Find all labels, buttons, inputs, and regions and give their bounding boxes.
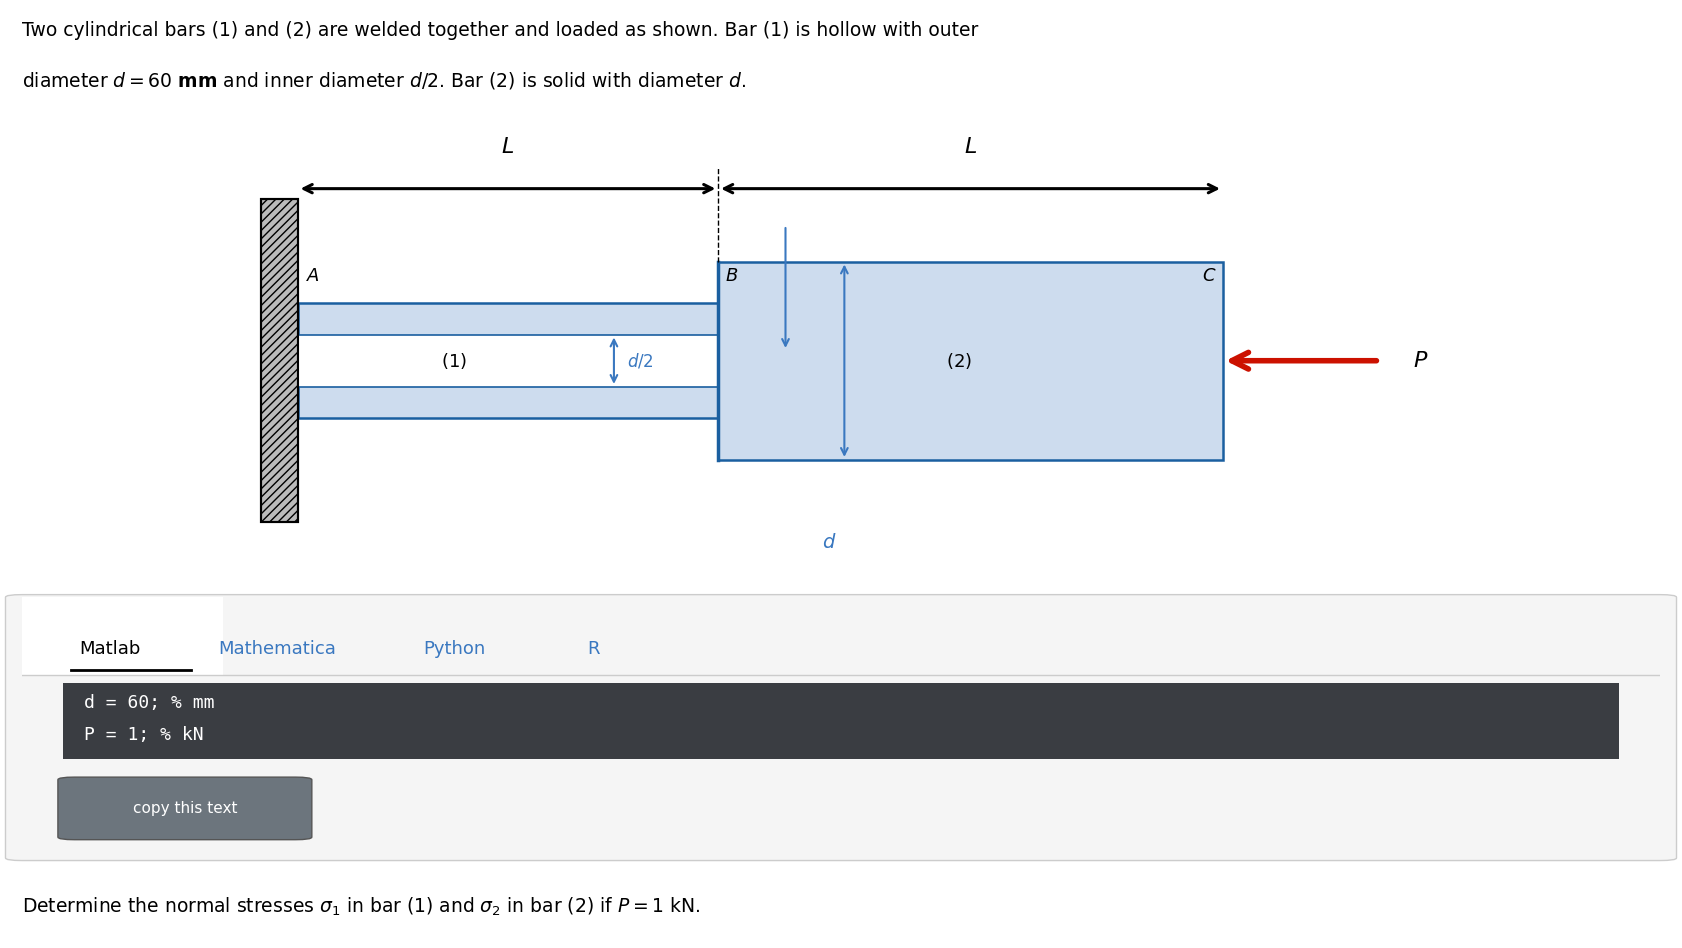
Text: $d$: $d$ [822,533,836,552]
Text: $L$: $L$ [501,137,515,157]
Bar [261,199,298,522]
Text: Mathematica: Mathematica [219,641,336,658]
Bar [298,303,718,418]
Text: $A$: $A$ [306,267,320,285]
Text: $d/2$: $d/2$ [627,351,654,371]
Bar [261,199,298,522]
Text: Python: Python [424,641,486,658]
Text: R: R [587,641,599,658]
Text: $(1)$: $(1)$ [441,351,468,371]
Text: Two cylindrical bars (1) and (2) are welded together and loaded as shown. Bar (1: Two cylindrical bars (1) and (2) are wel… [22,21,979,40]
Bar [298,335,718,387]
Text: Matlab: Matlab [79,641,141,658]
Text: $B$: $B$ [725,267,738,285]
Text: diameter $d = 60$ $\mathbf{mm}$ and inner diameter $d/2$. Bar (2) is solid with : diameter $d = 60$ $\mathbf{mm}$ and inne… [22,70,745,91]
Text: $C$: $C$ [1201,267,1216,285]
Text: d = 60; % mm
P = 1; % kN: d = 60; % mm P = 1; % kN [84,694,215,743]
Bar [718,262,1223,460]
FancyBboxPatch shape [57,777,311,840]
Bar [22,597,224,676]
Text: $P$: $P$ [1413,351,1428,371]
Text: Determine the normal stresses $\sigma_1$ in bar (1) and $\sigma_2$ in bar (2) if: Determine the normal stresses $\sigma_1$… [22,895,700,918]
Text: $L$: $L$ [964,137,977,157]
FancyBboxPatch shape [5,594,1677,861]
Bar [62,684,1620,758]
Text: $(2)$: $(2)$ [945,351,972,371]
Text: copy this text: copy this text [133,801,237,816]
